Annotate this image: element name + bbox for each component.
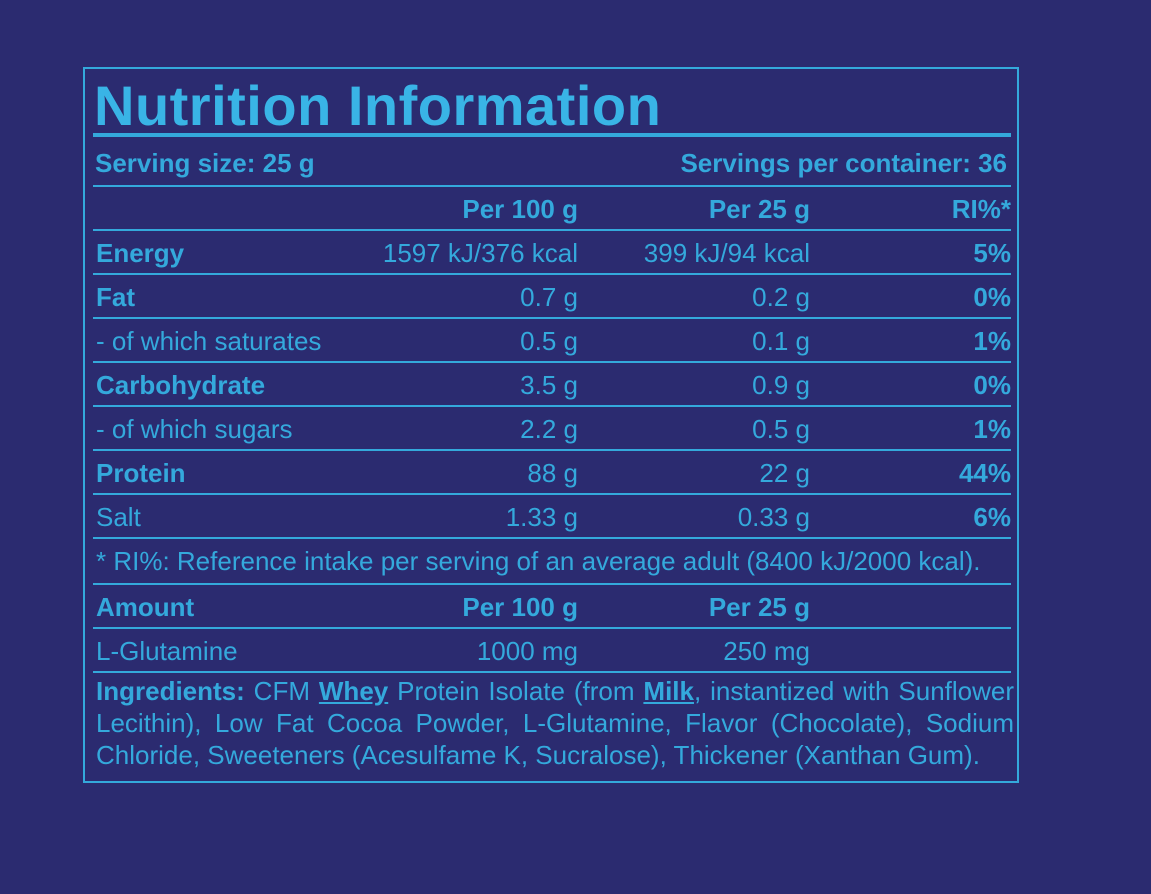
row-label: Protein [96, 458, 186, 488]
ingredients-label: Ingredients: [96, 676, 245, 706]
row-label: Fat [96, 282, 135, 312]
amount-header-per-25g: Per 25 g [708, 592, 810, 622]
row-per-100g: 3.5 g [520, 370, 578, 400]
divider [93, 361, 1011, 363]
table-row-carbohydrate: Carbohydrate 3.5 g 0.9 g 0% [93, 363, 1011, 407]
amount-header-per-100g: Per 100 g [462, 592, 578, 622]
allergen-whey: Whey [318, 676, 389, 706]
header-ri: RI%* [951, 194, 1011, 224]
row-per-100g: 0.7 g [520, 282, 578, 312]
row-label: - of which sugars [96, 414, 293, 444]
row-per-100g: 1.33 g [505, 502, 578, 532]
row-per-25g: 0.1 g [752, 326, 810, 356]
servings-per-container: Servings per container: 36 [680, 148, 1007, 178]
row-ri: 1% [973, 414, 1011, 444]
row-per-100g: 1000 mg [476, 636, 578, 666]
nutrition-title: Nutrition Information [94, 74, 662, 137]
table-row-fat: Fat 0.7 g 0.2 g 0% [93, 275, 1011, 319]
ingredients-text: Ingredients: CFM Whey Protein Isolate (f… [96, 675, 1014, 771]
row-per-100g: 88 g [527, 458, 578, 488]
row-ri: 0% [973, 370, 1011, 400]
row-per-100g: 2.2 g [520, 414, 578, 444]
divider [93, 671, 1011, 673]
row-per-25g: 0.5 g [752, 414, 810, 444]
divider [93, 273, 1011, 275]
divider [93, 185, 1011, 187]
row-per-25g: 0.2 g [752, 282, 810, 312]
row-ri: 0% [973, 282, 1011, 312]
row-per-100g: 0.5 g [520, 326, 578, 356]
row-per-25g: 250 mg [723, 636, 810, 666]
row-per-25g: 0.33 g [737, 502, 810, 532]
ingredients-part: , instantized with Sunflower Lecithin), … [96, 676, 1015, 770]
ingredients-part: Protein Isolate (from [388, 676, 644, 706]
ingredients-part: CFM [244, 676, 319, 706]
divider [93, 449, 1011, 451]
allergen-milk: Milk [643, 676, 694, 706]
table-row-saturates: - of which saturates 0.5 g 0.1 g 1% [93, 319, 1011, 363]
table-row-sugars: - of which sugars 2.2 g 0.5 g 1% [93, 407, 1011, 451]
row-ri: 1% [973, 326, 1011, 356]
row-ri: 44% [958, 458, 1011, 488]
table-row-salt: Salt 1.33 g 0.33 g 6% [93, 495, 1011, 539]
ri-footnote: * RI%: Reference intake per serving of a… [96, 546, 981, 576]
serving-info: Serving size: 25 g Servings per containe… [93, 143, 1009, 183]
divider [93, 229, 1011, 231]
header-per-25g: Per 25 g [708, 194, 810, 224]
serving-size: Serving size: 25 g [95, 148, 315, 178]
table-header: Per 100 g Per 25 g RI%* [93, 187, 1011, 231]
row-ri: 6% [973, 502, 1011, 532]
divider [93, 583, 1011, 585]
row-label: L-Glutamine [96, 636, 238, 666]
row-per-100g: 1597 kJ/376 kcal [382, 238, 578, 268]
divider [93, 537, 1011, 539]
row-label: Energy [96, 238, 185, 268]
row-per-25g: 22 g [759, 458, 810, 488]
table-row-protein: Protein 88 g 22 g 44% [93, 451, 1011, 495]
divider [93, 405, 1011, 407]
row-per-25g: 399 kJ/94 kcal [643, 238, 810, 268]
row-per-25g: 0.9 g [752, 370, 810, 400]
title-rule [93, 133, 1011, 137]
row-label: Carbohydrate [96, 370, 266, 400]
amount-label: Amount [96, 592, 195, 622]
row-label: - of which saturates [96, 326, 322, 356]
divider [93, 317, 1011, 319]
table-row-energy: Energy 1597 kJ/376 kcal 399 kJ/94 kcal 5… [93, 231, 1011, 275]
header-per-100g: Per 100 g [462, 194, 578, 224]
row-label: Salt [96, 502, 141, 532]
divider [93, 493, 1011, 495]
divider [93, 627, 1011, 629]
nutrition-panel: Nutrition Information Serving size: 25 g… [83, 67, 1019, 783]
table-row-glutamine: L-Glutamine 1000 mg 250 mg [93, 629, 1011, 673]
amount-header: Amount Per 100 g Per 25 g [93, 585, 1011, 629]
row-ri: 5% [973, 238, 1011, 268]
